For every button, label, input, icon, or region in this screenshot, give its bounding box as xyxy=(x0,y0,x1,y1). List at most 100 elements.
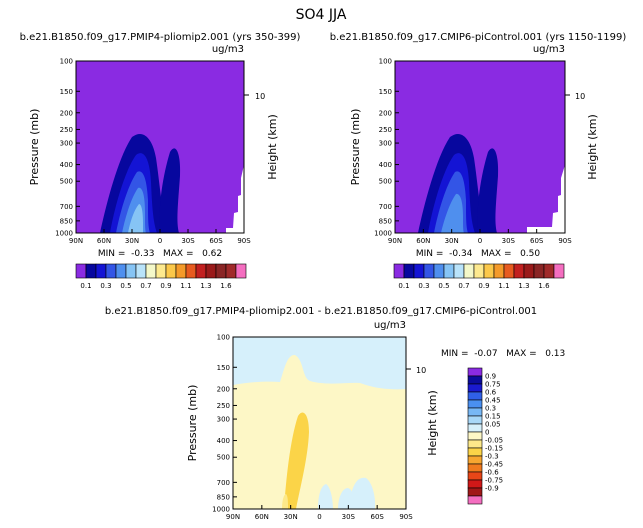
colorbar-label: 0.05 xyxy=(485,421,501,429)
colorbar-swatch xyxy=(467,487,483,497)
panel-2-contour-1b xyxy=(477,148,499,233)
figure-title: SO4 JJA xyxy=(296,7,347,23)
y-tick-label: 700 xyxy=(60,203,73,211)
y-tick-label: 250 xyxy=(379,126,392,134)
colorbar-label: 0.45 xyxy=(485,397,501,405)
panel-3-small-positive xyxy=(282,494,288,509)
y-tick-label: 850 xyxy=(60,217,73,225)
colorbar-swatch xyxy=(125,263,137,279)
colorbar-swatch xyxy=(467,415,483,425)
x-tick-label: 90N xyxy=(226,513,240,521)
colorbar-swatch xyxy=(105,263,117,279)
colorbar-swatch xyxy=(493,263,505,279)
panel-3-blue-patch xyxy=(338,488,354,509)
colorbar-label: 0.7 xyxy=(140,282,151,290)
y-tick-label: 150 xyxy=(217,364,230,372)
colorbar-swatch xyxy=(215,263,227,279)
colorbar-label: 1.1 xyxy=(498,282,509,290)
colorbar-label: 0.1 xyxy=(80,282,91,290)
colorbar-swatch xyxy=(473,263,485,279)
y-tick-label: 250 xyxy=(60,126,73,134)
x-tick-label: 90N xyxy=(388,237,402,245)
x-tick-label: 0 xyxy=(317,513,321,521)
y-tick-label: 1000 xyxy=(374,230,392,238)
colorbar-swatch xyxy=(467,431,483,441)
colorbar-label: 1.6 xyxy=(538,282,550,290)
panel-1-title: b.e21.B1850.f09_g17.PMIP4-pliomip2.001 (… xyxy=(20,32,301,43)
panel-1-plot xyxy=(76,61,244,233)
panel-2-ylabel-right: Height (km) xyxy=(586,114,599,180)
x-tick-label: 60S xyxy=(370,513,384,521)
y-tick-label: 150 xyxy=(60,88,73,96)
panel-3-colorbar: 0.90.750.60.450.30.150.050-0.05-0.15-0.3… xyxy=(467,367,503,505)
x-tick-label: 30S xyxy=(181,237,195,245)
panel-2-plot xyxy=(395,61,565,233)
panel-3-plot xyxy=(233,337,406,509)
colorbar-label: -0.15 xyxy=(485,445,503,453)
colorbar-swatch xyxy=(135,263,147,279)
colorbar-swatch xyxy=(467,495,483,505)
y-tick-label: 100 xyxy=(217,334,230,342)
colorbar-swatch xyxy=(467,447,483,457)
colorbar-swatch xyxy=(95,263,107,279)
colorbar-swatch xyxy=(453,263,465,279)
colorbar-swatch xyxy=(467,375,483,385)
colorbar-swatch xyxy=(467,455,483,465)
panel-3-title: b.e21.B1850.f09_g17.PMIP4-pliomip2.001 -… xyxy=(105,306,537,317)
panel-1-colorbar: 0.1 0.3 0.5 0.7 0.9 1.1 1.3 1.6 xyxy=(75,263,247,290)
panel-2-contour-4 xyxy=(441,193,464,233)
x-tick-label: 60N xyxy=(255,513,269,521)
panel-2-title: b.e21.B1850.f09_g17.CMIP6-piControl.001 … xyxy=(330,32,627,43)
x-tick-label: 30S xyxy=(342,513,356,521)
colorbar-swatch xyxy=(165,263,177,279)
x-tick-label: 0 xyxy=(158,237,162,245)
colorbar-label: -0.45 xyxy=(485,461,503,469)
y-tick-label: 400 xyxy=(379,161,392,169)
panel-3-height-tick: 10 xyxy=(416,366,426,375)
colorbar-label: -0.75 xyxy=(485,477,503,485)
colorbar-label: -0.05 xyxy=(485,437,503,445)
panel-2: b.e21.B1850.f09_g17.CMIP6-piControl.001 … xyxy=(330,32,627,290)
y-tick-label: 300 xyxy=(379,140,392,148)
y-tick-label: 700 xyxy=(379,203,392,211)
y-tick-label: 500 xyxy=(60,178,73,186)
panel-1-ylabel: Pressure (mb) xyxy=(28,109,41,186)
colorbar-label: 0.1 xyxy=(398,282,409,290)
colorbar-swatch xyxy=(553,263,565,279)
y-tick-label: 500 xyxy=(217,454,230,462)
colorbar-swatch xyxy=(467,439,483,449)
panel-1-missing xyxy=(226,165,244,233)
colorbar-swatch xyxy=(467,407,483,417)
panel-1-ylabel-right: Height (km) xyxy=(266,114,279,180)
colorbar-swatch xyxy=(467,471,483,481)
panel-3-ylabel: Pressure (mb) xyxy=(186,385,199,462)
y-tick-label: 400 xyxy=(217,437,230,445)
x-tick-label: 90S xyxy=(399,513,413,521)
colorbar-label: 0.9 xyxy=(160,282,171,290)
colorbar-swatch xyxy=(115,263,127,279)
colorbar-swatch xyxy=(467,399,483,409)
colorbar-swatch xyxy=(225,263,237,279)
colorbar-swatch xyxy=(513,263,525,279)
y-tick-label: 850 xyxy=(379,217,392,225)
x-tick-label: 30N xyxy=(284,513,298,521)
colorbar-swatch xyxy=(467,463,483,473)
colorbar-swatch xyxy=(463,263,475,279)
colorbar-swatch xyxy=(423,263,435,279)
colorbar-label: -0.3 xyxy=(485,453,499,461)
panel-2-ylabel: Pressure (mb) xyxy=(349,109,362,186)
colorbar-label: 1.1 xyxy=(180,282,191,290)
colorbar-swatch xyxy=(433,263,445,279)
x-tick-label: 60S xyxy=(530,237,544,245)
colorbar-swatch xyxy=(503,263,515,279)
panel-1-units: ug/m3 xyxy=(212,44,244,55)
panel-1-height-tick: 10 xyxy=(255,92,265,101)
panel-1-yticks: 100 150 200 250 300 400 500 700 850 1000 xyxy=(55,58,80,238)
colorbar-label: -0.6 xyxy=(485,469,499,477)
panel-2-colorbar: 0.1 0.3 0.5 0.7 0.9 1.1 1.3 1.6 xyxy=(393,263,565,290)
colorbar-swatch xyxy=(543,263,555,279)
panel-3-positive-region xyxy=(233,354,406,509)
panel-2-units: ug/m3 xyxy=(533,44,565,55)
panel-3-ylabel-right: Height (km) xyxy=(426,390,439,456)
